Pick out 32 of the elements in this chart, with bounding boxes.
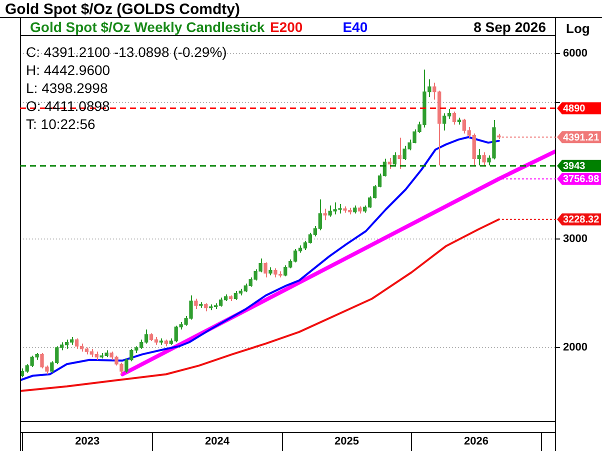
x-tick-label: 2024 bbox=[205, 436, 230, 448]
annotation: O: 4411.0898 bbox=[26, 98, 110, 114]
text: E40 bbox=[342, 19, 368, 35]
y-tick-label: 2000 bbox=[563, 342, 588, 354]
chart-title: Gold Spot $/Oz (GOLDS Comdty) bbox=[5, 1, 240, 18]
candlestick bbox=[477, 148, 481, 166]
annotation: 4391.21 bbox=[563, 132, 600, 144]
x-tick-label: 2025 bbox=[334, 436, 359, 448]
text: E200 bbox=[270, 19, 303, 35]
text: Log bbox=[566, 21, 590, 36]
annotation: 8 Sep 2026 bbox=[474, 19, 546, 35]
candlestick bbox=[264, 262, 268, 278]
annotation: 3756.98 bbox=[563, 174, 600, 186]
x-tick-label: 2026 bbox=[464, 436, 488, 448]
chart-subtitle: Gold Spot $/Oz Weekly Candlestick bbox=[30, 19, 265, 35]
candlestick bbox=[388, 158, 392, 170]
ref-line-label: 4890 bbox=[563, 104, 586, 115]
candlestick bbox=[452, 111, 456, 126]
candlestick bbox=[194, 298, 198, 310]
candlestick bbox=[398, 137, 402, 170]
x-tick-label: 2023 bbox=[75, 436, 100, 448]
annotation: C: 4391.2100 -13.0898 (-0.29%) bbox=[26, 44, 227, 60]
ref-line-label: 3943 bbox=[563, 161, 586, 172]
candlestick bbox=[392, 152, 396, 166]
candlestick bbox=[482, 152, 486, 166]
y-tick-label: 6000 bbox=[563, 48, 588, 60]
annotation: T: 10:22:56 bbox=[26, 116, 96, 132]
annotation: H: 4442.9600 bbox=[26, 62, 110, 78]
annotation: L: 4398.2998 bbox=[26, 80, 108, 96]
candlestick bbox=[323, 208, 327, 221]
y-tick-label: 3000 bbox=[563, 233, 588, 246]
annotation: 3228.32 bbox=[563, 214, 600, 226]
